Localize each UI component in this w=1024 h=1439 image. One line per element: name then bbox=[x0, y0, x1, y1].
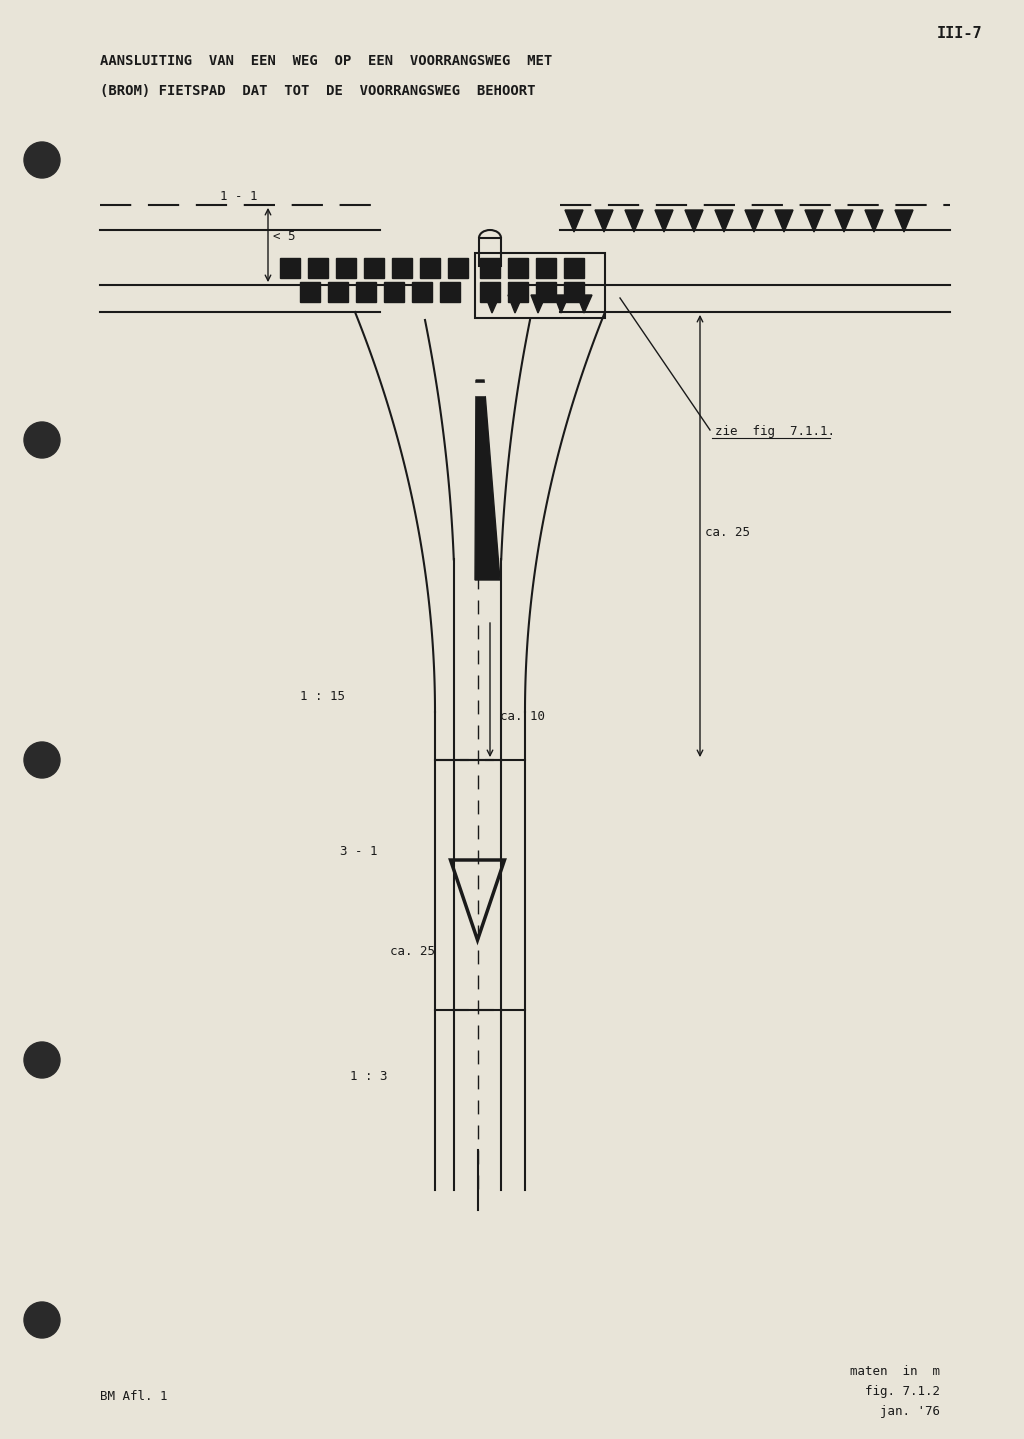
Bar bbox=[475, 253, 605, 318]
Bar bbox=[449, 258, 468, 278]
Bar bbox=[308, 258, 328, 278]
Bar bbox=[420, 258, 440, 278]
Bar bbox=[412, 282, 432, 302]
Polygon shape bbox=[805, 210, 823, 232]
Text: 1 - 1: 1 - 1 bbox=[220, 190, 257, 203]
Circle shape bbox=[24, 1302, 60, 1338]
Text: ca. 25: ca. 25 bbox=[390, 945, 435, 958]
Polygon shape bbox=[715, 210, 733, 232]
Polygon shape bbox=[775, 210, 793, 232]
Bar bbox=[479, 237, 501, 266]
Text: AANSLUITING  VAN  EEN  WEG  OP  EEN  VOORRANGSWEG  MET: AANSLUITING VAN EEN WEG OP EEN VOORRANGS… bbox=[100, 55, 552, 68]
Bar bbox=[480, 282, 500, 302]
Polygon shape bbox=[625, 210, 643, 232]
Text: BM Afl. 1: BM Afl. 1 bbox=[100, 1390, 168, 1403]
Polygon shape bbox=[565, 210, 583, 232]
Bar bbox=[392, 258, 412, 278]
Bar bbox=[480, 258, 500, 278]
Bar bbox=[536, 258, 556, 278]
Bar bbox=[328, 282, 348, 302]
Bar bbox=[440, 282, 460, 302]
Bar bbox=[384, 282, 404, 302]
Bar bbox=[508, 258, 528, 278]
Bar bbox=[336, 258, 356, 278]
Polygon shape bbox=[835, 210, 853, 232]
Bar bbox=[508, 282, 528, 302]
Polygon shape bbox=[655, 210, 673, 232]
Bar bbox=[300, 282, 319, 302]
Bar bbox=[564, 282, 584, 302]
Bar bbox=[364, 258, 384, 278]
Polygon shape bbox=[865, 210, 883, 232]
Text: 3 - 1: 3 - 1 bbox=[340, 845, 378, 858]
Circle shape bbox=[24, 1042, 60, 1078]
Bar bbox=[536, 282, 556, 302]
Text: III-7: III-7 bbox=[937, 26, 983, 40]
Text: fig. 7.1.2: fig. 7.1.2 bbox=[865, 1384, 940, 1399]
Polygon shape bbox=[595, 210, 613, 232]
Text: maten  in  m: maten in m bbox=[850, 1366, 940, 1379]
Bar bbox=[475, 383, 485, 394]
Polygon shape bbox=[508, 295, 523, 314]
Text: < 5: < 5 bbox=[273, 230, 296, 243]
Polygon shape bbox=[685, 210, 703, 232]
Text: (BROM) FIETSPAD  DAT  TOT  DE  VOORRANGSWEG  BEHOORT: (BROM) FIETSPAD DAT TOT DE VOORRANGSWEG … bbox=[100, 83, 536, 98]
Text: jan. '76: jan. '76 bbox=[880, 1404, 940, 1417]
Text: ca. 10: ca. 10 bbox=[500, 709, 545, 722]
Polygon shape bbox=[475, 380, 500, 580]
Polygon shape bbox=[485, 295, 500, 314]
Polygon shape bbox=[577, 295, 592, 314]
Polygon shape bbox=[554, 295, 569, 314]
Bar bbox=[280, 258, 300, 278]
Polygon shape bbox=[531, 295, 546, 314]
Bar bbox=[356, 282, 376, 302]
Text: 1 : 15: 1 : 15 bbox=[300, 689, 345, 704]
Circle shape bbox=[24, 142, 60, 178]
Bar bbox=[564, 258, 584, 278]
Polygon shape bbox=[895, 210, 913, 232]
Polygon shape bbox=[745, 210, 763, 232]
Text: zie  fig  7.1.1.: zie fig 7.1.1. bbox=[715, 425, 835, 437]
Circle shape bbox=[24, 422, 60, 458]
Text: 1 : 3: 1 : 3 bbox=[350, 1071, 387, 1084]
Circle shape bbox=[24, 743, 60, 778]
Text: ca. 25: ca. 25 bbox=[705, 527, 750, 540]
